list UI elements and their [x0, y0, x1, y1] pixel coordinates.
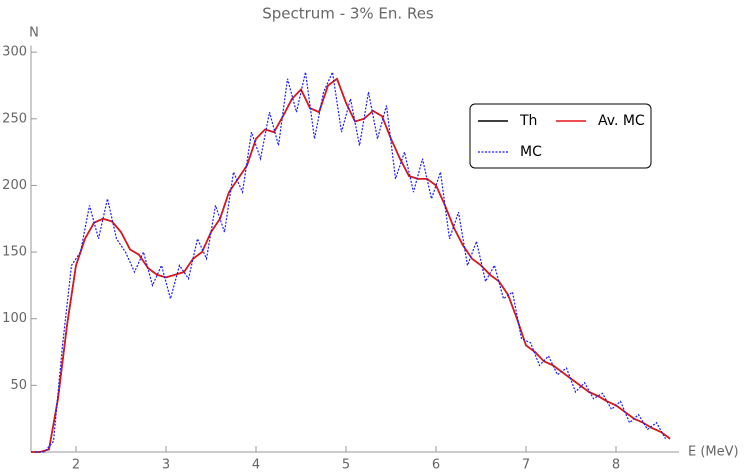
y-tick-label: 50: [10, 378, 27, 393]
x-axis-label: E (MeV): [688, 445, 739, 460]
x-tick-label: 3: [162, 458, 170, 473]
x-tick-label: 6: [432, 458, 440, 473]
y-tick-label: 150: [2, 245, 27, 260]
legend-label: Th: [519, 113, 537, 129]
legend-box: [469, 103, 652, 169]
x-tick-label: 7: [522, 458, 530, 473]
y-tick-label: 100: [2, 311, 27, 326]
x-tick-label: 4: [252, 458, 260, 473]
y-axis-label: N: [29, 26, 39, 41]
y-tick-label: 200: [2, 178, 27, 193]
y-tick-label: 250: [2, 111, 27, 126]
x-tick-label: 5: [342, 458, 350, 473]
chart-title: Spectrum - 3% En. Res: [262, 5, 434, 23]
x-tick-label: 8: [612, 458, 620, 473]
series-line: [31, 77, 671, 453]
legend-label: MC: [520, 144, 542, 160]
legend-label: Av. MC: [598, 113, 645, 129]
x-tick-label: 2: [72, 458, 80, 473]
y-tick-label: 300: [2, 45, 27, 60]
series-line: [35, 70, 667, 453]
